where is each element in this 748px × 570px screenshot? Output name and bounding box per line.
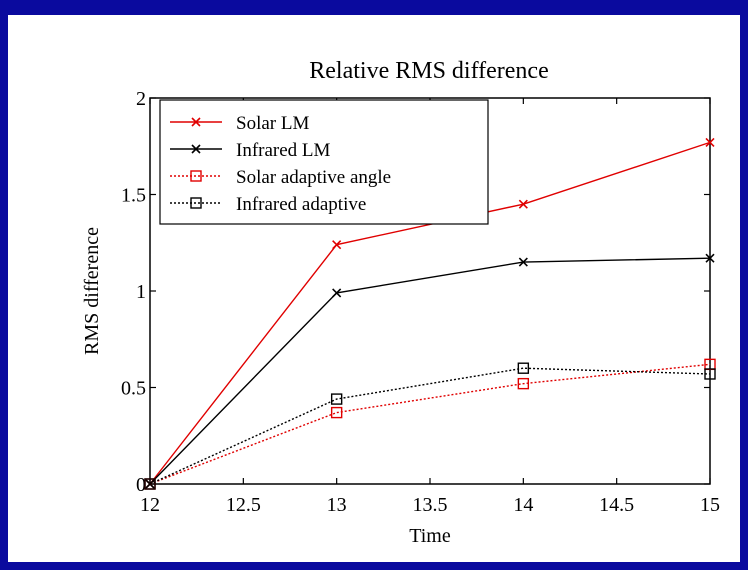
data-point	[332, 240, 342, 250]
chart-title: Relative RMS difference	[309, 58, 548, 84]
x-axis-label: Time	[409, 525, 451, 547]
x-tick-label: 15	[700, 494, 720, 516]
legend: Solar LM Infrared LM Solar adaptive angle I…	[159, 99, 489, 225]
data-point	[330, 393, 343, 405]
legend-marker	[190, 197, 202, 209]
data-point	[517, 377, 530, 390]
y-axis-label: RMS difference	[81, 227, 103, 355]
legend-marker	[190, 170, 202, 182]
x-tick-label: 14	[513, 494, 533, 516]
axis-ticks: 12 12.5 13 13.5 14 14.5 15 0 0.5 1 1.5 2	[121, 88, 720, 516]
series-line	[149, 257, 711, 485]
legend-label: Infrared adaptive	[236, 194, 366, 215]
series-infrared-adaptive	[144, 362, 716, 490]
legend-entry: Infrared LM	[170, 140, 331, 161]
data-point	[518, 257, 528, 267]
x-tick-label: 12	[140, 494, 160, 516]
data-point	[705, 137, 715, 147]
y-tick-label: 1.5	[121, 185, 146, 207]
series-line	[149, 367, 711, 485]
y-tick-label: 1	[136, 281, 146, 303]
data-point	[705, 253, 715, 263]
x-tick-label: 13.5	[413, 494, 448, 516]
data-point	[332, 288, 342, 298]
data-point	[704, 368, 716, 380]
data-point	[518, 199, 528, 209]
legend-marker	[191, 117, 201, 127]
series-line	[149, 363, 711, 485]
legend-label: Infrared LM	[236, 140, 331, 161]
x-tick-label: 13	[327, 494, 347, 516]
x-tick-label: 14.5	[599, 494, 634, 516]
legend-marker	[191, 144, 201, 154]
legend-entry: Infrared adaptive	[170, 194, 366, 215]
legend-label: Solar LM	[236, 113, 309, 134]
legend-entry: Solar LM	[170, 113, 309, 134]
data-point	[144, 478, 156, 490]
legend-label: Solar adaptive angle	[236, 167, 391, 188]
series-infrared-lm	[145, 253, 715, 489]
data-point	[330, 406, 343, 419]
series-solar-adaptive-angle	[144, 358, 716, 490]
x-tick-label: 12.5	[226, 494, 261, 516]
legend-entry: Solar adaptive angle	[170, 167, 391, 188]
data-point	[517, 362, 530, 374]
y-tick-label: 0.5	[121, 378, 146, 400]
y-tick-label: 0	[136, 474, 146, 496]
y-tick-label: 2	[136, 88, 146, 110]
